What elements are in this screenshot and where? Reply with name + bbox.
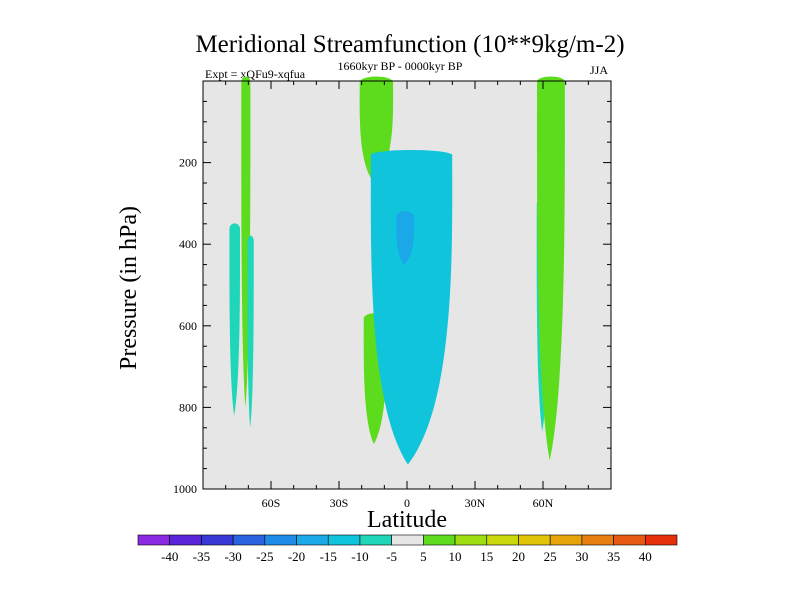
y-tick-label: 200 [179, 156, 197, 170]
colorbar-swatch [169, 534, 202, 546]
colorbar-swatch [613, 534, 646, 546]
subtitle-experiment: Expt = xQFu9-xqfua [205, 67, 306, 81]
y-tick-label: 600 [179, 319, 197, 333]
colorbar-label: 10 [449, 549, 462, 564]
colorbar-swatch [518, 534, 551, 546]
y-axis-label: Pressure (in hPa) [116, 206, 142, 370]
colorbar-label: 15 [480, 549, 493, 564]
colorbar-label: 35 [607, 549, 620, 564]
colorbar-label: -10 [351, 549, 368, 564]
colorbar-swatch [137, 534, 171, 546]
colorbar: -40 -35 -30 -25 -20 -15 -10 -5 5 10 15 20 25 30 35 40 [137, 534, 678, 564]
colorbar-label: -20 [288, 549, 305, 564]
contour-region-tropical-negative-core [396, 211, 415, 265]
subtitle-season: JJA [590, 63, 608, 77]
contour-region-tropical-negative-cell [370, 149, 453, 465]
contour-region-sh-polar-weak-neg-right [247, 235, 254, 428]
y-tick-label: 1000 [173, 482, 197, 496]
axis-ticks: 60S 30S 0 30N 60N 200 400 600 800 1000 [173, 81, 611, 510]
colorbar-swatch [581, 534, 614, 546]
colorbar-swatch [201, 534, 234, 546]
colorbar-swatch [264, 534, 297, 546]
x-tick-label: 60S [262, 496, 281, 510]
colorbar-label: -25 [256, 549, 273, 564]
y-tick-label: 400 [179, 237, 197, 251]
colorbar-swatch [232, 534, 266, 546]
colorbar-swatch [454, 534, 488, 546]
chart-title: Meridional Streamfunction (10**9kg/m-2) [195, 31, 624, 58]
colorbar-label: -40 [161, 549, 178, 564]
x-axis-label: Latitude [367, 507, 447, 533]
colorbar-label: 20 [512, 549, 525, 564]
colorbar-swatch [423, 534, 456, 546]
colorbar-swatch [391, 534, 424, 546]
subtitle-period: 1660kyr BP - 0000kyr BP [338, 59, 463, 73]
colorbar-label: 30 [575, 549, 588, 564]
colorbar-swatch [549, 534, 583, 546]
contour-regions [229, 76, 565, 465]
colorbar-label: 25 [544, 549, 557, 564]
x-tick-label: 0 [404, 496, 410, 510]
contour-region-nh-subtropical-positive [536, 76, 565, 461]
colorbar-label: -5 [386, 549, 397, 564]
x-tick-label: 30S [330, 496, 349, 510]
y-tick-label: 800 [179, 400, 197, 414]
x-tick-label: 60N [533, 496, 554, 510]
colorbar-swatch [644, 534, 678, 546]
colorbar-label: 40 [639, 549, 652, 564]
contour-region-sh-polar-weak-neg-left [229, 223, 241, 416]
colorbar-label: -30 [224, 549, 241, 564]
colorbar-label: -15 [320, 549, 337, 564]
colorbar-swatch [327, 534, 361, 546]
x-tick-label: 30N [465, 496, 486, 510]
colorbar-swatch [359, 534, 392, 546]
colorbar-label: -35 [193, 549, 210, 564]
colorbar-label: 5 [420, 549, 427, 564]
colorbar-swatch [296, 534, 329, 546]
colorbar-swatch [486, 534, 519, 546]
